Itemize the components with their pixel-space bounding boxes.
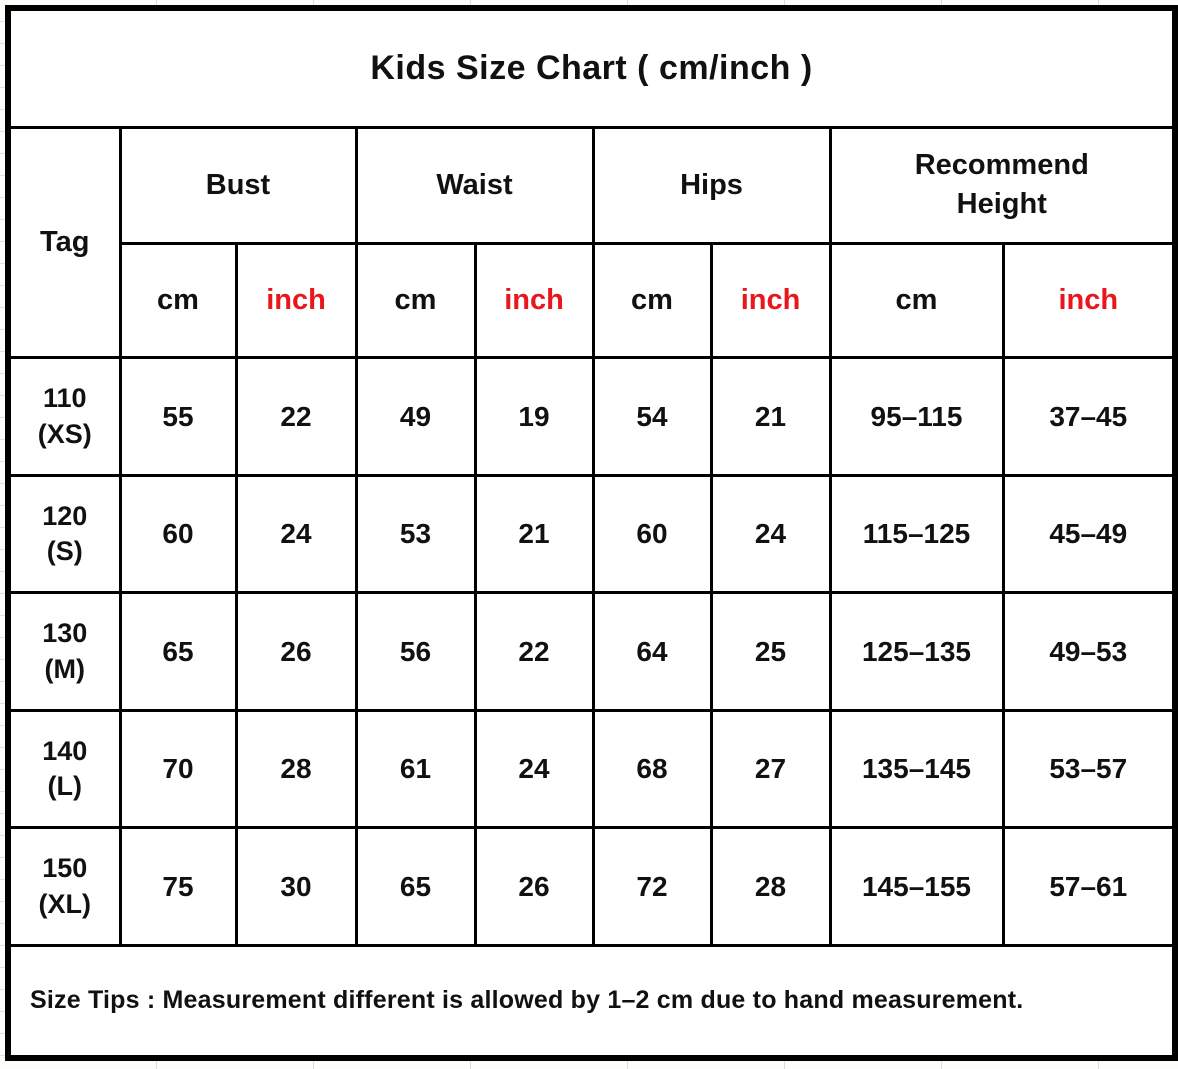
- waist-group-header: Waist: [354, 125, 595, 246]
- size-tips-row: Size Tips : Measurement different is all…: [6, 943, 1177, 1060]
- hips-cm-value: 72: [591, 826, 713, 947]
- waist-inch-value: 22: [473, 591, 595, 712]
- group-header-row: Tag Bust Waist Hips Recommend Height: [6, 125, 1177, 360]
- tag-size: 150: [42, 853, 88, 884]
- hips-inch-value: 28: [709, 826, 832, 947]
- bust-inch-value: 28: [234, 708, 358, 830]
- tag-size: 120: [42, 500, 88, 531]
- height-inch-value: 45–49: [1001, 473, 1177, 595]
- hips-inch-header: inch: [709, 242, 832, 360]
- waist-inch-value: 24: [473, 708, 595, 830]
- bust-group-header: Bust: [118, 125, 358, 246]
- waist-cm-value: 56: [354, 591, 477, 712]
- waist-cm-header: cm: [354, 242, 477, 360]
- table-row-120-s: 120 (S) 60 24 53 21 60 24 115–125 45–49: [6, 473, 1177, 595]
- table-row-140-l: 140 (L) 70 28 61 24 68 27 135–145 53–57: [6, 708, 1177, 830]
- tag-cell: 120 (S): [6, 473, 122, 595]
- bust-inch-value: 30: [234, 826, 358, 947]
- tag-code: (S): [46, 536, 83, 567]
- waist-inch-value: 21: [473, 473, 595, 595]
- tag-size: 110: [42, 383, 87, 414]
- unit-header-row: cm inch cm inch cm inch cm inch: [8, 242, 1177, 360]
- tag-cell: 140 (L): [6, 708, 122, 830]
- table-row-110-xs: 110 (XS) 55 22 49 19 54 21 95–115 37–45: [6, 356, 1177, 477]
- tag-size: 140: [42, 735, 88, 766]
- bust-inch-value: 24: [234, 473, 358, 595]
- title-row: Kids Size Chart ( cm/inch ): [6, 6, 1177, 129]
- hips-inch-value: 27: [709, 708, 832, 830]
- bust-cm-header: cm: [118, 242, 238, 360]
- waist-cm-value: 49: [354, 356, 477, 477]
- kids-size-chart-table: Kids Size Chart ( cm/inch ) Tag Bust Wai…: [5, 5, 1178, 1061]
- height-inch-header: inch: [1001, 242, 1177, 360]
- hips-cm-value: 60: [591, 473, 713, 595]
- hips-cm-value: 64: [591, 591, 713, 712]
- table-row-150-xl: 150 (XL) 75 30 65 26 72 28 145–155 57–61: [6, 826, 1177, 947]
- bust-cm-value: 55: [118, 356, 238, 477]
- height-cm-value: 135–145: [828, 708, 1005, 830]
- tag-code: (M): [44, 653, 85, 684]
- hips-group-header: Hips: [591, 125, 832, 246]
- hips-inch-value: 21: [709, 356, 832, 477]
- table-row-130-m: 130 (M) 65 26 56 22 64 25 125–135 49–53: [6, 591, 1177, 712]
- height-inch-value: 53–57: [1001, 708, 1177, 830]
- bust-inch-header: inch: [234, 242, 358, 360]
- waist-cm-value: 53: [354, 473, 477, 595]
- tag-cell: 110 (XS): [6, 356, 122, 477]
- recommend-height-group-label: Recommend Height: [914, 149, 1089, 221]
- tag-code: (L): [47, 771, 82, 802]
- waist-inch-value: 26: [473, 826, 595, 947]
- waist-cm-value: 61: [354, 708, 477, 830]
- tag-size: 130: [42, 618, 88, 649]
- tag-cell: 130 (M): [6, 591, 122, 712]
- hips-group-label: Hips: [680, 168, 743, 201]
- tag-cell: 150 (XL): [6, 826, 122, 947]
- bust-inch-value: 26: [234, 591, 358, 712]
- bust-inch-value: 22: [234, 356, 358, 477]
- height-inch-value: 57–61: [1001, 826, 1177, 947]
- hips-inch-value: 25: [709, 591, 832, 712]
- height-cm-value: 95–115: [828, 356, 1005, 477]
- height-inch-value: 37–45: [1001, 356, 1177, 477]
- hips-cm-value: 68: [591, 708, 713, 830]
- page-title: Kids Size Chart ( cm/inch ): [6, 6, 1177, 129]
- hips-inch-value: 24: [709, 473, 832, 595]
- bust-group-label: Bust: [205, 168, 271, 201]
- height-cm-value: 125–135: [828, 591, 1005, 712]
- height-inch-value: 49–53: [1001, 591, 1177, 712]
- tag-code: (XS): [37, 418, 92, 449]
- height-cm-value: 145–155: [828, 826, 1005, 947]
- size-tips-text: Size Tips : Measurement different is all…: [6, 943, 1177, 1060]
- waist-inch-header: inch: [473, 242, 595, 360]
- bust-cm-value: 70: [118, 708, 238, 830]
- hips-cm-header: cm: [591, 242, 713, 360]
- bust-cm-value: 75: [118, 826, 238, 947]
- tag-code: (XL): [38, 888, 91, 919]
- height-cm-value: 115–125: [828, 473, 1005, 595]
- height-cm-header: cm: [828, 242, 1005, 360]
- waist-cm-value: 65: [354, 826, 477, 947]
- waist-group-label: Waist: [436, 168, 513, 201]
- waist-inch-value: 19: [473, 356, 595, 477]
- bust-cm-value: 60: [118, 473, 238, 595]
- bust-cm-value: 65: [118, 591, 238, 712]
- recommend-height-group-header: Recommend Height: [828, 125, 1177, 246]
- tag-column-header: Tag: [6, 125, 122, 360]
- hips-cm-value: 54: [591, 356, 713, 477]
